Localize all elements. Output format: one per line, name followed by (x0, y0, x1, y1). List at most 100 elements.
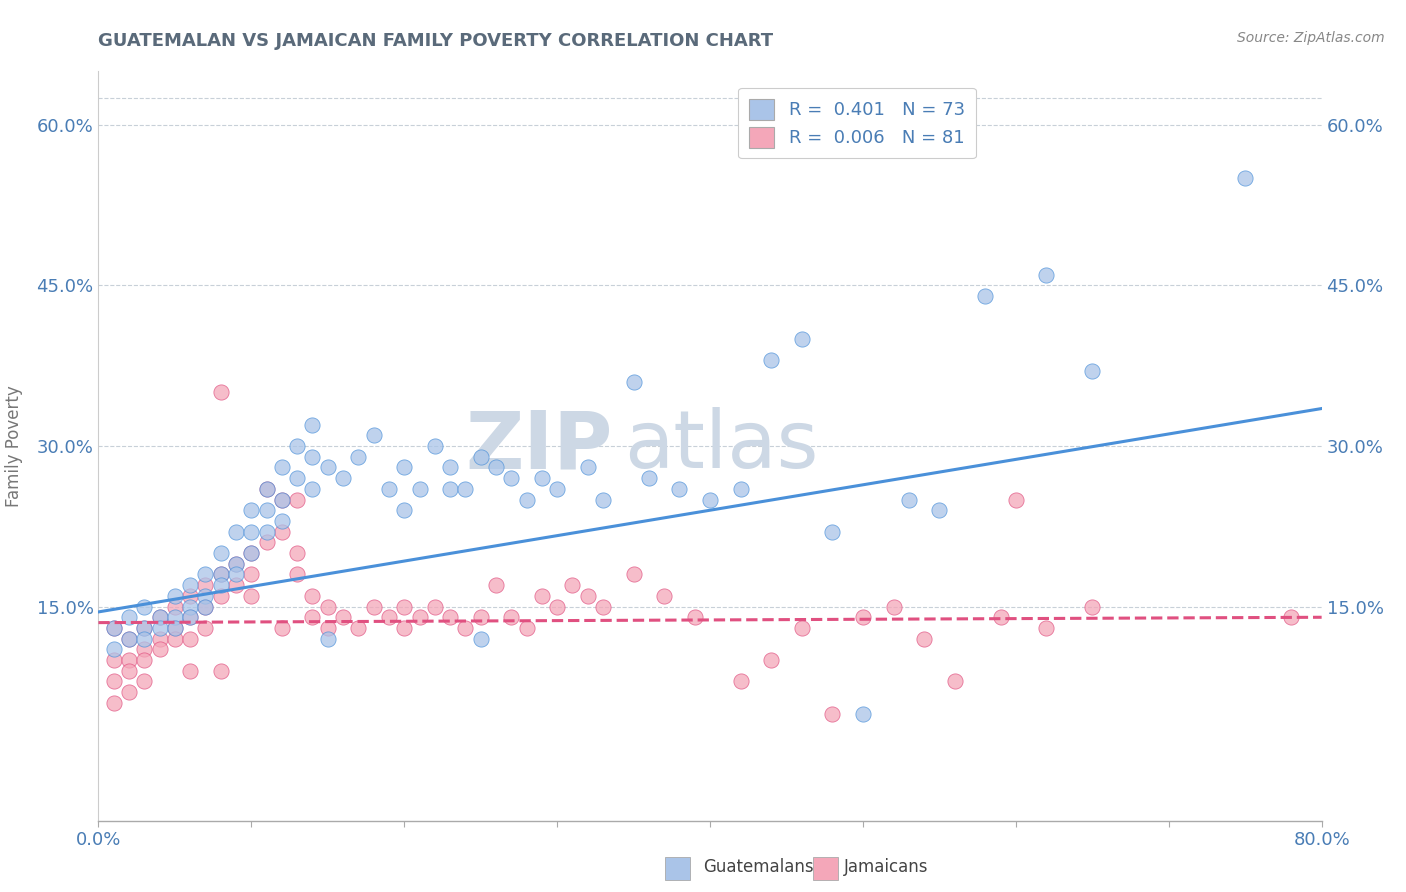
Point (897, 492, 920, 507)
Point (974, 289, 997, 303)
Point (423, 599, 446, 614)
Point (363, 599, 385, 614)
Legend: R =  0.401   N = 73, R =  0.006   N = 81: R = 0.401 N = 73, R = 0.006 N = 81 (738, 88, 976, 159)
Point (118, 685, 141, 699)
Point (179, 632, 201, 646)
Point (240, 567, 263, 582)
Point (852, 610, 875, 624)
Point (256, 482, 278, 496)
Text: ZIP: ZIP (465, 407, 612, 485)
Point (1081, 599, 1104, 614)
Point (592, 492, 614, 507)
Point (485, 578, 508, 592)
Point (1004, 492, 1026, 507)
Point (316, 632, 339, 646)
Point (209, 546, 232, 560)
Point (730, 674, 752, 689)
Point (118, 653, 141, 667)
Point (1035, 621, 1057, 635)
Point (392, 599, 416, 614)
Point (516, 621, 538, 635)
Point (623, 375, 645, 389)
Point (301, 450, 323, 464)
Point (118, 610, 141, 624)
Point (134, 621, 156, 635)
Point (194, 599, 217, 614)
Point (347, 621, 370, 635)
Point (454, 482, 477, 496)
Point (179, 599, 201, 614)
Point (392, 621, 416, 635)
Point (363, 428, 385, 442)
Point (179, 610, 201, 624)
Point (683, 610, 706, 624)
Point (149, 632, 172, 646)
Point (103, 621, 125, 635)
Point (270, 492, 292, 507)
Point (1279, 610, 1302, 624)
Y-axis label: Family Poverty: Family Poverty (4, 385, 22, 507)
Point (134, 653, 156, 667)
Point (103, 674, 125, 689)
Point (439, 482, 461, 496)
Point (408, 610, 430, 624)
Point (103, 653, 125, 667)
Point (134, 621, 156, 635)
Point (256, 503, 278, 517)
Point (225, 578, 247, 592)
Point (699, 492, 721, 507)
Point (179, 664, 201, 678)
Point (852, 706, 875, 721)
Point (134, 642, 156, 657)
Point (240, 503, 263, 517)
Point (179, 578, 201, 592)
Point (470, 450, 492, 464)
Point (347, 450, 370, 464)
Point (240, 546, 263, 560)
Point (378, 610, 401, 624)
Point (240, 546, 263, 560)
Point (209, 589, 232, 603)
Point (501, 610, 523, 624)
Point (209, 664, 232, 678)
Point (240, 524, 263, 539)
Text: Jamaicans: Jamaicans (844, 858, 928, 876)
Point (149, 642, 172, 657)
Point (439, 460, 461, 475)
Point (256, 482, 278, 496)
Point (316, 599, 339, 614)
Text: atlas: atlas (624, 407, 818, 485)
Point (270, 621, 292, 635)
Point (1035, 268, 1057, 282)
Point (592, 599, 614, 614)
Point (163, 632, 186, 646)
Point (623, 567, 645, 582)
Point (990, 610, 1012, 624)
Point (270, 460, 292, 475)
Point (285, 546, 308, 560)
Point (392, 460, 416, 475)
Point (530, 589, 553, 603)
Point (256, 535, 278, 549)
Point (1234, 171, 1257, 186)
Point (149, 610, 172, 624)
Point (103, 642, 125, 657)
Point (194, 599, 217, 614)
Point (301, 482, 323, 496)
Point (163, 589, 186, 603)
Text: GUATEMALAN VS JAMAICAN FAMILY POVERTY CORRELATION CHART: GUATEMALAN VS JAMAICAN FAMILY POVERTY CO… (98, 32, 773, 50)
Point (270, 524, 292, 539)
Point (821, 524, 844, 539)
Point (134, 632, 156, 646)
Point (316, 460, 339, 475)
Point (209, 578, 232, 592)
Point (256, 524, 278, 539)
Point (928, 503, 950, 517)
Text: Source: ZipAtlas.com: Source: ZipAtlas.com (1237, 31, 1385, 45)
Point (652, 589, 675, 603)
Point (470, 610, 492, 624)
Point (408, 482, 430, 496)
Point (163, 599, 186, 614)
Point (149, 610, 172, 624)
Point (134, 599, 156, 614)
